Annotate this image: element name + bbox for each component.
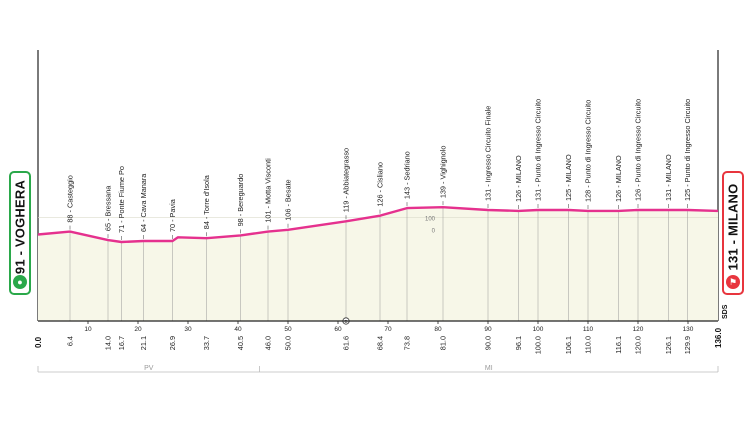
finish-city-box: 131 - MILANO ⚑: [722, 171, 744, 295]
waypoint-label-20: 131 - MILANO: [664, 154, 673, 201]
x-tick-label-7: 80: [434, 326, 442, 333]
waypoint-km-4: 26.9: [168, 336, 177, 350]
region-label-1: MI: [485, 365, 493, 372]
waypoint-label-3: 64 - Cava Manara: [139, 173, 148, 232]
waypoint-km-20: 126.1: [664, 336, 673, 354]
waypoint-label-4: 70 - Pavia: [168, 198, 177, 232]
y-axis-label: 100: [425, 217, 436, 223]
waypoint-label-8: 106 - Besate: [284, 179, 293, 220]
start-city-box: 91 - VOGHERA ●: [9, 171, 31, 295]
waypoint-label-1: 65 - Bressana: [104, 185, 113, 231]
waypoint-label-5: 84 - Torre d'Isola: [202, 174, 211, 229]
waypoint-label-16: 125 - MILANO: [564, 154, 573, 201]
waypoint-label-21: 125 - Punto di Ingresso Circuito: [683, 99, 692, 201]
waypoint-km-0: 6.4: [66, 336, 75, 346]
x-tick-label-10: 110: [583, 326, 594, 333]
x-tick-label-3: 40: [234, 326, 242, 333]
finish-city-label: 131 - MILANO: [725, 183, 741, 271]
x-tick-label-9: 100: [533, 326, 544, 333]
brand-label: SDS: [722, 304, 729, 319]
waypoint-label-15: 131 - Punto di Ingresso Circuito: [534, 99, 543, 201]
profile-line: [37, 206, 719, 244]
x-tick-label-4: 50: [284, 326, 292, 333]
waypoint-label-11: 143 - Sedriano: [403, 151, 412, 199]
waypoint-label-7: 101 - Motta Visconti: [264, 158, 273, 223]
waypoint-label-17: 128 - Punto di Ingresso Circuito: [584, 100, 593, 202]
start-bike-icon: ●: [13, 275, 27, 289]
x-tick-label-6: 70: [384, 326, 392, 333]
y-axis-label-low: 0: [432, 229, 436, 235]
x-tick-label-11: 120: [633, 326, 644, 333]
waypoint-km-7: 46.0: [264, 336, 273, 350]
x-tick-label-8: 90: [484, 326, 492, 333]
x-tick-label-2: 30: [184, 326, 192, 333]
x-tick-label-5: 60: [334, 326, 342, 333]
end-km-label: 136.0: [714, 327, 723, 348]
waypoint-label-0: 88 - Casteggio: [66, 175, 75, 222]
x-tick-label-12: 130: [683, 326, 694, 333]
profile-area: [38, 207, 718, 321]
waypoint-km-21: 129.9: [683, 336, 692, 354]
waypoint-label-18: 126 - MILANO: [614, 155, 623, 202]
waypoint-km-19: 120.0: [634, 336, 643, 354]
waypoint-km-1: 14.0: [104, 336, 113, 350]
waypoint-km-11: 73.8: [403, 336, 412, 350]
waypoint-km-2: 16.7: [117, 336, 126, 350]
waypoint-km-17: 110.0: [584, 336, 593, 354]
waypoint-label-2: 71 - Ponte Fiume Po: [117, 166, 126, 233]
waypoint-km-16: 106.1: [564, 336, 573, 354]
waypoint-km-6: 40.5: [236, 336, 245, 350]
waypoint-label-12: 139 - Vighignolo: [439, 146, 448, 199]
start-km-label: 0.0: [34, 336, 43, 348]
waypoint-km-8: 50.0: [284, 336, 293, 350]
x-tick-label-1: 20: [134, 326, 142, 333]
waypoint-km-5: 33.7: [202, 336, 211, 350]
waypoint-km-15: 100.0: [534, 336, 543, 354]
waypoint-label-6: 98 - Bereguardo: [236, 174, 245, 227]
region-label-0: PV: [144, 365, 154, 372]
waypoint-label-14: 126 - MILANO: [514, 155, 523, 202]
waypoint-km-13: 90.0: [484, 336, 493, 350]
waypoint-km-3: 21.1: [139, 336, 148, 350]
waypoint-km-14: 96.1: [514, 336, 523, 350]
x-tick-label-0: 10: [84, 326, 92, 333]
waypoint-label-13: 131 - Ingresso Circuito Finale: [484, 106, 493, 201]
start-city-label: 91 - VOGHERA: [12, 179, 28, 275]
waypoint-label-19: 126 - Punto di Ingresso Circuito: [634, 99, 643, 201]
waypoint-km-10: 68.4: [376, 336, 385, 350]
waypoint-km-18: 116.1: [614, 336, 623, 354]
waypoint-label-10: 126 - Cisliano: [376, 162, 385, 207]
finish-flag-icon: ⚑: [726, 275, 740, 289]
waypoint-label-9: 119 - Abbiategrasso: [342, 148, 351, 212]
waypoint-km-12: 81.0: [439, 336, 448, 350]
waypoint-km-9: 61.6: [342, 336, 351, 350]
